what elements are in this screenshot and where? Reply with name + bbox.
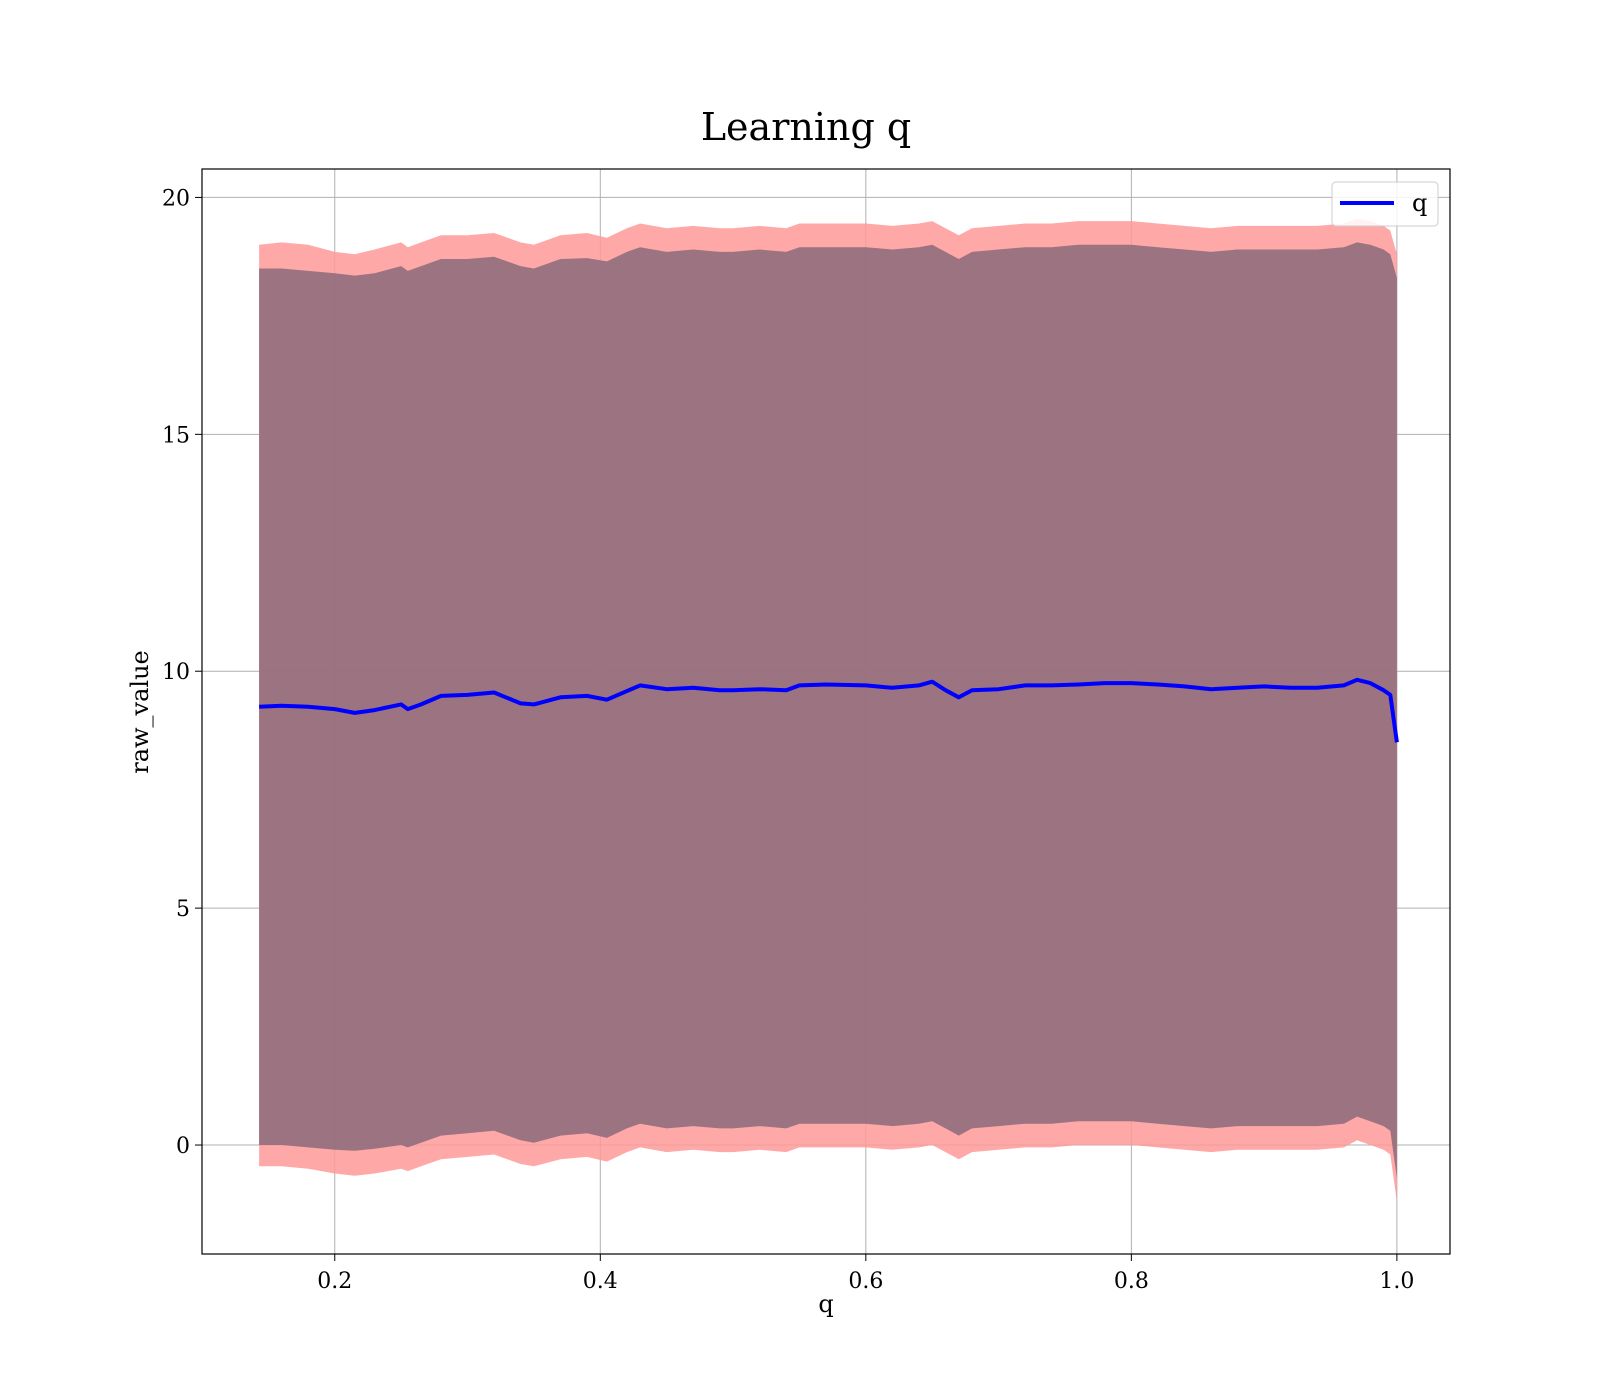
y-tick-label: 0	[176, 1134, 190, 1159]
legend-label: q	[1412, 189, 1427, 217]
plot-frame	[201, 168, 1451, 1255]
x-axis-ticks: 0.2 0.4 0.6 0.8 1.0	[317, 1254, 1414, 1294]
confidence-bands	[259, 218, 1397, 1202]
x-axis-label: q	[818, 1290, 833, 1318]
legend: q	[1331, 181, 1439, 227]
y-axis-ticks: 0 5 10 15 20	[162, 186, 202, 1159]
y-axis-label: raw_value	[126, 650, 154, 774]
x-tick-label: 0.4	[583, 1269, 618, 1294]
y-tick-label: 5	[176, 897, 190, 922]
x-tick-label: 1.0	[1379, 1269, 1414, 1294]
y-tick-label: 15	[162, 423, 190, 448]
x-tick-label: 0.8	[1114, 1269, 1149, 1294]
x-tick-label: 0.2	[317, 1269, 352, 1294]
x-tick-label: 0.6	[848, 1269, 883, 1294]
series-lines	[259, 677, 1399, 743]
y-tick-label: 20	[162, 186, 190, 211]
confidence-band-2	[259, 242, 1397, 1179]
chart-title: Learning q	[701, 105, 911, 149]
series-line-0	[259, 677, 1399, 743]
y-tick-label: 10	[162, 660, 190, 685]
